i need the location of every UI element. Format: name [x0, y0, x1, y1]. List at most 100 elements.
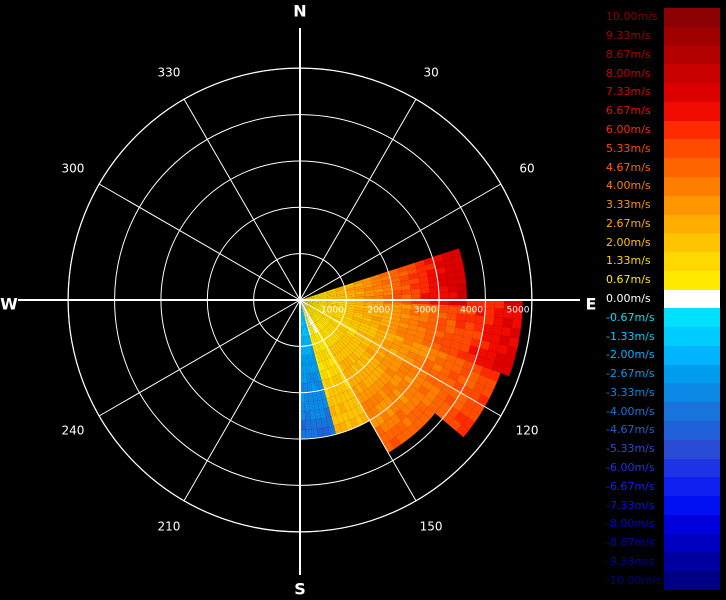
velocity-cell: [324, 338, 332, 347]
velocity-cell: [449, 418, 462, 432]
velocity-cell: [506, 346, 518, 358]
velocity-cell: [300, 392, 305, 403]
velocity-cell: [312, 391, 318, 402]
velocity-cell: [319, 341, 326, 351]
velocity-cell: [357, 327, 368, 335]
velocity-cell: [483, 358, 495, 370]
velocity-cell: [425, 374, 437, 385]
velocity-cell: [342, 358, 351, 369]
velocity-cell: [461, 336, 473, 346]
velocity-cell: [316, 322, 323, 331]
velocity-cell: [369, 417, 380, 429]
velocity-cell: [420, 287, 430, 294]
radar-chart: N E S W 30 60 120 150 210 240 300 330 1000 2000 3000 40…: [0, 2, 596, 599]
velocity-cell: [494, 300, 505, 309]
velocity-cell: [339, 349, 348, 359]
velocity-cell: [324, 358, 332, 369]
velocity-cell: [432, 254, 444, 263]
velocity-cell: [314, 362, 320, 373]
velocity-cell: [363, 286, 374, 291]
velocity-cell: [383, 354, 394, 364]
velocity-cell: [315, 322, 322, 332]
velocity-cell: [494, 308, 504, 318]
velocity-cell: [473, 323, 484, 333]
velocity-cell: [308, 345, 313, 355]
velocity-cell: [380, 318, 391, 324]
velocity-cell: [405, 400, 417, 412]
velocity-cell: [410, 283, 421, 290]
velocity-cell: [321, 340, 328, 350]
legend-label: 5.33m/s: [606, 141, 651, 155]
velocity-cell: [447, 312, 458, 321]
velocity-cell: [304, 346, 308, 356]
velocity-cell: [399, 379, 411, 390]
velocity-cell: [334, 394, 343, 405]
velocity-cell: [390, 316, 401, 323]
velocity-cell: [462, 417, 475, 430]
velocity-cell: [400, 313, 411, 320]
velocity-cell: [365, 409, 375, 421]
velocity-cell: [358, 324, 369, 332]
velocity-cell: [452, 399, 465, 412]
velocity-cell: [306, 306, 314, 314]
velocity-cell: [409, 395, 421, 407]
velocity-cell: [319, 361, 326, 371]
velocity-cell: [432, 395, 445, 408]
velocity-cell: [456, 276, 467, 285]
velocity-cell: [381, 314, 392, 321]
velocity-cell: [302, 318, 305, 328]
velocity-cell: [308, 303, 318, 308]
velocity-cell: [313, 400, 320, 411]
velocity-cell: [442, 413, 455, 426]
velocity-cell: [364, 308, 374, 313]
velocity-cell: [445, 325, 456, 335]
velocity-cell: [378, 346, 389, 355]
velocity-cell: [316, 390, 323, 401]
velocity-cell: [401, 428, 414, 440]
velocity-cell: [412, 360, 424, 370]
velocity-cell: [380, 275, 391, 282]
legend-swatch: [664, 101, 720, 122]
legend-label: -6.67m/s: [606, 479, 655, 493]
velocity-cell: [409, 346, 420, 355]
velocity-cell: [452, 334, 464, 344]
velocity-cell: [363, 283, 373, 289]
velocity-cell: [305, 429, 313, 440]
velocity-cell: [377, 388, 388, 400]
compass-n: N: [293, 2, 306, 21]
velocity-cell: [355, 304, 365, 309]
velocity-cell: [433, 378, 445, 390]
velocity-cell: [371, 356, 381, 366]
velocity-cell: [346, 302, 356, 305]
legend-label: 6.67m/s: [606, 104, 651, 118]
velocity-cell: [417, 349, 429, 359]
velocity-cell: [308, 401, 315, 411]
velocity-cell: [318, 319, 327, 328]
legend-swatch: [664, 8, 720, 28]
velocity-cell: [402, 389, 414, 401]
velocity-cell: [491, 361, 504, 373]
velocity-cell: [327, 293, 337, 297]
velocity-cell: [332, 375, 340, 386]
velocity-cell: [327, 302, 337, 305]
velocity-cell: [427, 274, 438, 282]
velocity-cell: [472, 382, 485, 395]
velocity-cell: [406, 411, 419, 424]
velocity-cell: [302, 364, 307, 375]
velocity-cell: [361, 319, 371, 326]
velocity-cell: [322, 360, 329, 370]
velocity-cell: [325, 310, 335, 316]
velocity-cell: [417, 385, 430, 396]
velocity-cell: [374, 414, 386, 426]
velocity-cell: [349, 339, 359, 348]
velocity-cell: [336, 326, 346, 334]
velocity-cell: [382, 371, 393, 382]
velocity-cell: [401, 284, 411, 291]
velocity-cell: [309, 410, 316, 421]
azimuth-spoke: [98, 299, 301, 417]
velocity-cell: [382, 307, 393, 313]
velocity-cell: [464, 378, 477, 390]
velocity-cell: [335, 287, 346, 292]
legend-label: 1.33m/s: [606, 254, 651, 268]
velocity-cell: [335, 328, 345, 336]
